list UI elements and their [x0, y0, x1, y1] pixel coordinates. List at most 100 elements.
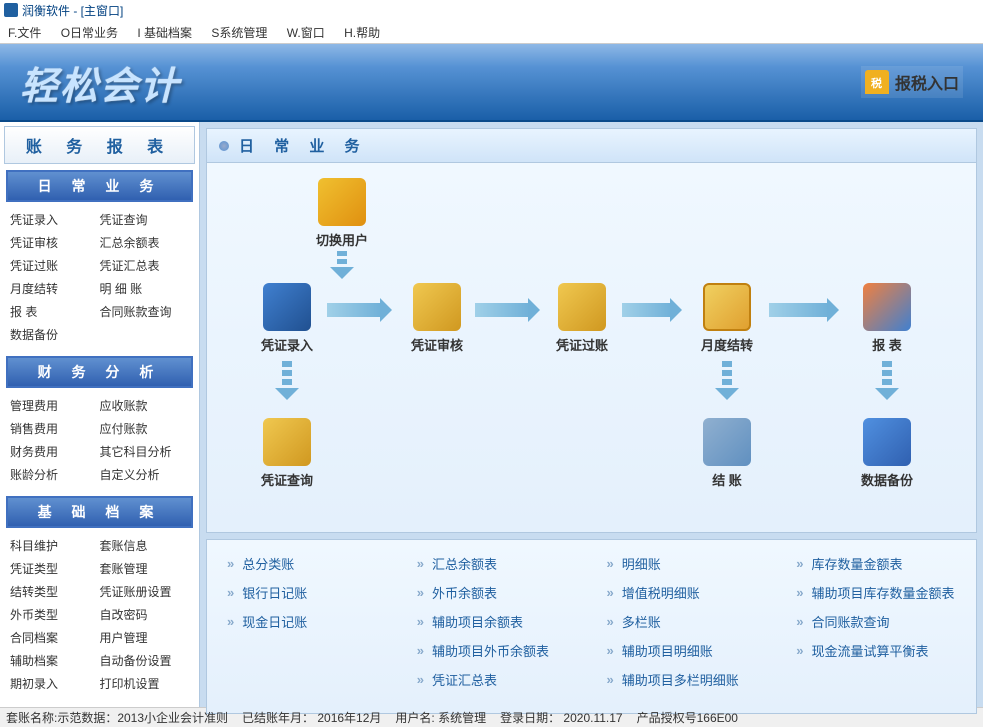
sidebar-item[interactable]: 报 表: [10, 303, 100, 320]
link-item[interactable]: »明细账: [607, 554, 767, 573]
sidebar-section-header[interactable]: 日 常 业 务: [6, 170, 193, 202]
calendar-icon: [703, 283, 751, 331]
sidebar-item[interactable]: 账龄分析: [10, 466, 100, 483]
chevron-icon: »: [417, 614, 424, 629]
banner: 轻松会计 报税入口: [0, 44, 983, 122]
sidebar-item[interactable]: 凭证过账: [10, 257, 100, 274]
coins-icon: [703, 418, 751, 466]
arrow-icon: [622, 303, 672, 317]
chevron-icon: »: [607, 672, 614, 687]
chevron-icon: »: [607, 614, 614, 629]
arrow-icon: [475, 303, 530, 317]
link-item[interactable]: »银行日记账: [227, 583, 387, 602]
link-item[interactable]: »辅助项目外币余额表: [417, 641, 577, 660]
wf-entry[interactable]: 凭证录入: [247, 283, 327, 354]
sidebar-item[interactable]: 合同账款查询: [100, 303, 190, 320]
tax-entry-label: 报税入口: [895, 70, 959, 94]
link-item[interactable]: »现金日记账: [227, 612, 387, 631]
link-item[interactable]: »辅助项目多栏明细账: [607, 670, 767, 689]
app-icon: [4, 3, 18, 17]
menu-sys[interactable]: S系统管理: [211, 26, 267, 40]
arrow-down-icon: [720, 361, 734, 406]
menu-base[interactable]: I 基础档案: [137, 26, 192, 40]
link-label: 库存数量金额表: [811, 554, 902, 573]
users-icon: [318, 178, 366, 226]
link-item[interactable]: »辅助项目库存数量金额表: [796, 583, 956, 602]
folder-pencil-icon: [413, 283, 461, 331]
sidebar-item[interactable]: 结转类型: [10, 583, 100, 600]
link-item[interactable]: »现金流量试算平衡表: [796, 641, 956, 660]
bullet-icon: [219, 141, 229, 151]
sidebar-item[interactable]: 凭证账册设置: [100, 583, 190, 600]
sidebar-item[interactable]: 期初录入: [10, 675, 100, 692]
sidebar-section-header[interactable]: 基 础 档 案: [6, 496, 193, 528]
sidebar-item[interactable]: 数据备份: [10, 326, 100, 343]
chevron-icon: »: [607, 643, 614, 658]
wf-audit[interactable]: 凭证审核: [397, 283, 477, 354]
sidebar-item[interactable]: 其它科目分析: [100, 443, 190, 460]
wf-month[interactable]: 月度结转: [687, 283, 767, 354]
link-column: » 汇总余额表 »外币余额表 »辅助项目余额表 »辅助项目外币余额表 »凭证汇总表: [417, 554, 577, 699]
search-folder-icon: [263, 418, 311, 466]
links-panel: »总分类账»银行日记账»现金日记账 »汇总余额表»外币余额表»辅助项目余额表»辅…: [206, 539, 977, 714]
chevron-icon: »: [417, 556, 424, 571]
arrow-icon: [327, 303, 382, 317]
link-item[interactable]: »外币余额表: [417, 583, 577, 602]
sidebar-item[interactable]: 自动备份设置: [100, 652, 190, 669]
sidebar-item[interactable]: 应收账款: [100, 397, 190, 414]
link-item[interactable]: »辅助项目明细账: [607, 641, 767, 660]
wf-settle[interactable]: 结 账: [687, 418, 767, 489]
link-item[interactable]: »库存数量金额表: [796, 554, 956, 573]
sidebar-item[interactable]: 凭证录入: [10, 211, 100, 228]
sidebar-item[interactable]: 管理费用: [10, 397, 100, 414]
wf-query[interactable]: 凭证查询: [247, 418, 327, 489]
link-label: 多栏账: [622, 612, 661, 631]
sidebar-section-header[interactable]: 财 务 分 析: [6, 356, 193, 388]
sidebar-item[interactable]: 汇总余额表: [100, 234, 190, 251]
sidebar-item[interactable]: 凭证审核: [10, 234, 100, 251]
sidebar-item[interactable]: 月度结转: [10, 280, 100, 297]
sidebar-item[interactable]: 辅助档案: [10, 652, 100, 669]
sidebar-item[interactable]: 科目维护: [10, 537, 100, 554]
link-label: 汇总余额表: [432, 554, 497, 573]
link-item[interactable]: »合同账款查询: [796, 612, 956, 631]
sidebar: 账 务 报 表 日 常 业 务凭证录入凭证查询凭证审核汇总余额表凭证过账凭证汇总…: [0, 122, 200, 707]
sidebar-item[interactable]: 用户管理: [100, 629, 190, 646]
sidebar-item[interactable]: 自改密码: [100, 606, 190, 623]
sidebar-item[interactable]: 套账管理: [100, 560, 190, 577]
link-item[interactable]: »凭证汇总表: [417, 670, 577, 689]
sidebar-item[interactable]: 明 细 账: [100, 280, 190, 297]
wf-post[interactable]: 凭证过账: [542, 283, 622, 354]
sidebar-item[interactable]: 自定义分析: [100, 466, 190, 483]
sidebar-item[interactable]: 凭证类型: [10, 560, 100, 577]
chevron-icon: »: [607, 556, 614, 571]
link-item[interactable]: »增值税明细账: [607, 583, 767, 602]
menu-file[interactable]: F.文件: [8, 26, 41, 40]
arrow-icon: [769, 303, 829, 317]
wf-report[interactable]: 报 表: [847, 283, 927, 354]
wf-backup[interactable]: 数据备份: [847, 418, 927, 489]
sidebar-item[interactable]: 销售费用: [10, 420, 100, 437]
link-label: 现金日记账: [242, 612, 307, 631]
link-item[interactable]: »总分类账: [227, 554, 387, 573]
sidebar-item[interactable]: 应付账款: [100, 420, 190, 437]
link-item[interactable]: » 多栏账: [607, 612, 767, 631]
menu-daily[interactable]: O日常业务: [61, 26, 118, 40]
sidebar-item[interactable]: 财务费用: [10, 443, 100, 460]
arrow-down-icon: [280, 361, 294, 406]
chevron-icon: »: [417, 672, 424, 687]
menu-help[interactable]: H.帮助: [344, 26, 380, 40]
sidebar-item[interactable]: 打印机设置: [100, 675, 190, 692]
tax-entry-button[interactable]: 报税入口: [861, 66, 963, 98]
content-area: 日 常 业 务 切换用户 凭证录入 凭证审核 凭证过账: [200, 122, 983, 707]
chevron-icon: »: [227, 585, 234, 600]
sidebar-item[interactable]: 套账信息: [100, 537, 190, 554]
sidebar-item[interactable]: 凭证查询: [100, 211, 190, 228]
menu-window[interactable]: W.窗口: [287, 26, 325, 40]
sidebar-item[interactable]: 凭证汇总表: [100, 257, 190, 274]
wf-switch-user[interactable]: 切换用户: [302, 178, 382, 249]
sidebar-item[interactable]: 合同档案: [10, 629, 100, 646]
link-item[interactable]: » 汇总余额表: [417, 554, 577, 573]
sidebar-item[interactable]: 外币类型: [10, 606, 100, 623]
link-item[interactable]: »辅助项目余额表: [417, 612, 577, 631]
